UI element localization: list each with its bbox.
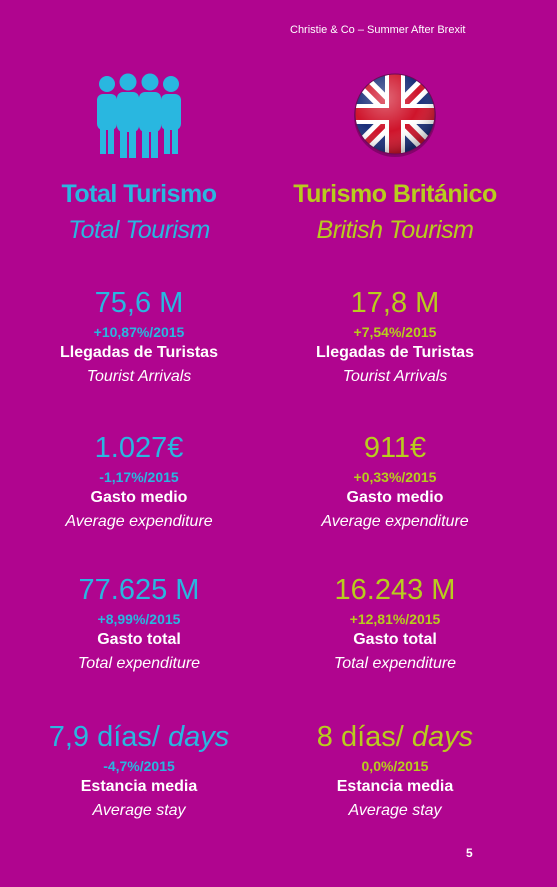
stat-value: 75,6 M [94, 287, 184, 319]
stat-value: 16.243 M [334, 574, 456, 606]
stat-value: 8 días/ days [256, 720, 534, 754]
total-tourism-column: Total Turismo Total Tourism 75,6 M +10,8… [0, 0, 278, 887]
stat-value-main: 8 días/ [316, 721, 404, 753]
stat-change: +7,54%/2015 [353, 324, 437, 340]
stat-label-es: Llegadas de Turistas [316, 344, 474, 361]
stat-value: 7,9 días/ days [0, 720, 278, 754]
stat-value: 1.027€ [94, 432, 184, 464]
stat-label-en: Average stay [348, 802, 442, 819]
stat-change: +8,99%/2015 [97, 611, 181, 627]
stat-label-en: Tourist Arrivals [342, 368, 448, 385]
document-header: Christie & Co – Summer After Brexit [290, 24, 466, 36]
total-average-stay-stat: 7,9 días/ days -4,7%/2015 Estancia media… [0, 720, 278, 820]
stat-label-es: Estancia media [80, 778, 198, 795]
stat-change: 0,0%/2015 [361, 758, 429, 774]
stat-value-suffix: days [403, 721, 474, 753]
british-average-stay-stat: 8 días/ days 0,0%/2015 Estancia media Av… [256, 720, 534, 820]
stat-label-es: Gasto medio [90, 489, 188, 506]
stat-change: +0,33%/2015 [353, 469, 437, 485]
british-subtitle: British Tourism [316, 216, 474, 244]
british-average-expenditure-stat: 911€ +0,33%/2015 Gasto medio Average exp… [256, 431, 534, 531]
stat-value: 911€ [363, 432, 427, 464]
stat-label-es: Gasto total [97, 631, 181, 648]
british-tourism-column: Turismo Británico British Tourism 17,8 M… [256, 0, 534, 887]
stat-label-en: Average expenditure [321, 513, 469, 530]
total-expenditure-stat: 77.625 M +8,99%/2015 Gasto total Total e… [0, 573, 278, 673]
stat-label-es: Gasto medio [346, 489, 444, 506]
stat-change: -1,17%/2015 [99, 469, 179, 485]
stat-label-es: Estancia media [336, 778, 454, 795]
people-group-icon [0, 72, 278, 167]
total-subtitle: Total Tourism [68, 216, 210, 244]
stat-change: +12,81%/2015 [349, 611, 441, 627]
stat-value-main: 7,9 días/ [48, 721, 160, 753]
total-average-expenditure-stat: 1.027€ -1,17%/2015 Gasto medio Average e… [0, 431, 278, 531]
british-arrivals-stat: 17,8 M +7,54%/2015 Llegadas de Turistas … [256, 286, 534, 386]
stat-label-en: Average stay [92, 802, 186, 819]
stat-label-en: Tourist Arrivals [86, 368, 192, 385]
stat-label-es: Gasto total [353, 631, 437, 648]
page-number: 5 [466, 846, 473, 860]
stat-label-es: Llegadas de Turistas [60, 344, 218, 361]
british-expenditure-stat: 16.243 M +12,81%/2015 Gasto total Total … [256, 573, 534, 673]
total-title: Total Turismo [61, 180, 217, 208]
stat-change: -4,7%/2015 [103, 758, 175, 774]
union-jack-flag-icon [256, 70, 534, 163]
stat-change: +10,87%/2015 [93, 324, 185, 340]
total-arrivals-stat: 75,6 M +10,87%/2015 Llegadas de Turistas… [0, 286, 278, 386]
stat-value: 77.625 M [78, 574, 200, 606]
stat-value-suffix: days [159, 721, 230, 753]
british-title: Turismo Británico [293, 180, 497, 208]
stat-label-en: Total expenditure [77, 655, 201, 672]
stat-label-en: Total expenditure [333, 655, 457, 672]
stat-value: 17,8 M [350, 287, 440, 319]
stat-label-en: Average expenditure [65, 513, 213, 530]
